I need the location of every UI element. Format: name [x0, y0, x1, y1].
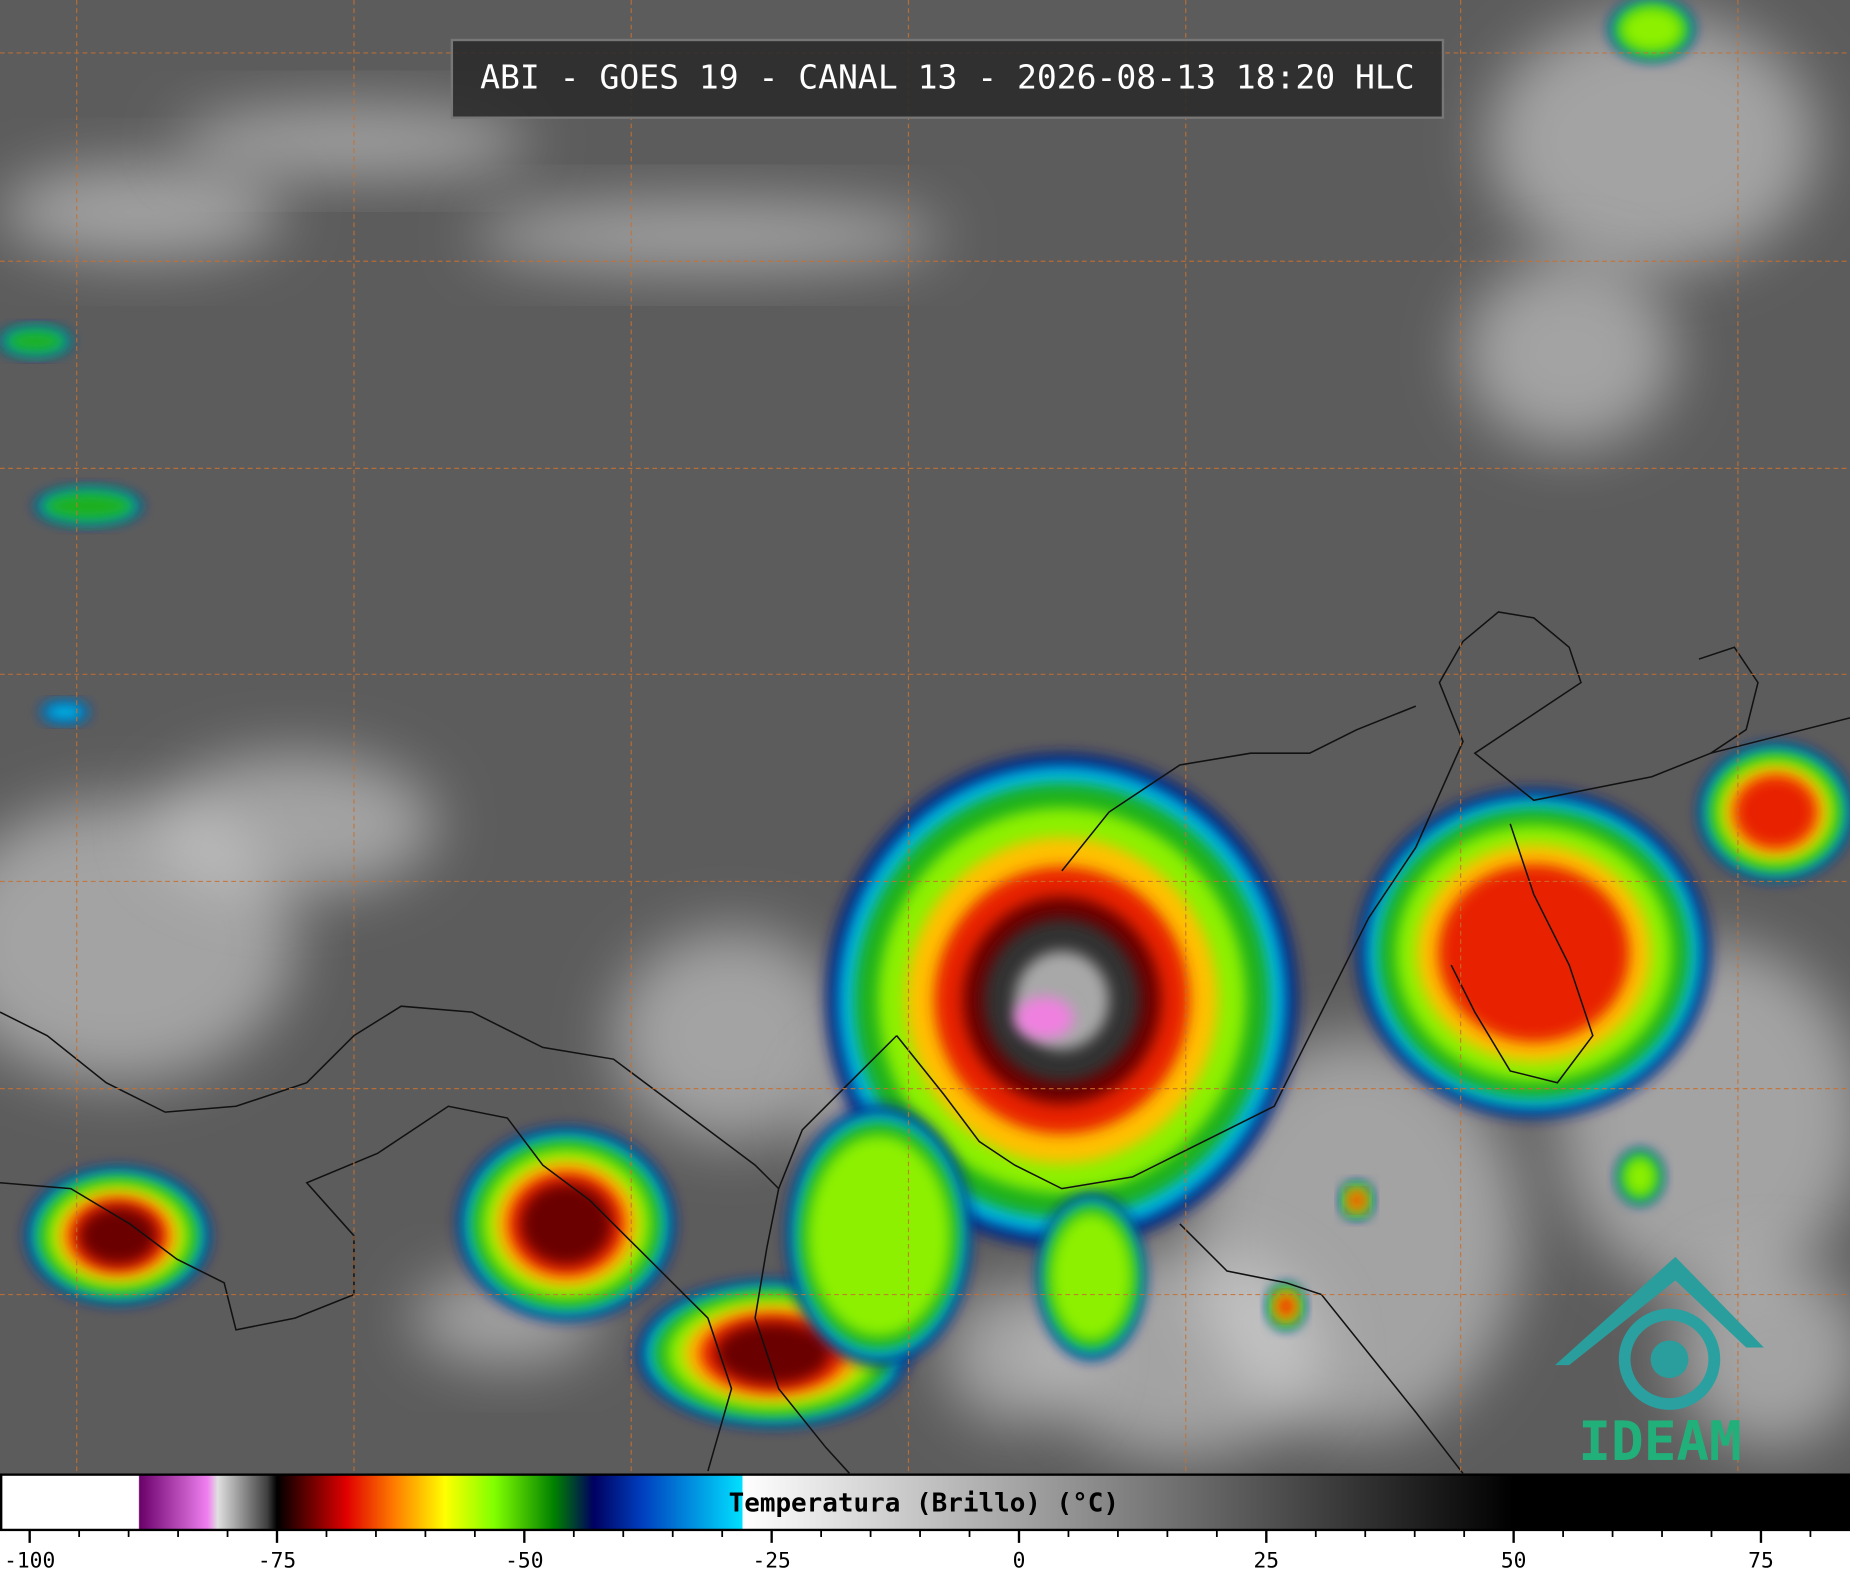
- logo-swirl: [1618, 1308, 1721, 1410]
- storm-layer: [1619, 6, 1684, 53]
- storm-layer: [4, 328, 67, 354]
- storm-layer: [1438, 864, 1630, 1043]
- logo-roof: [1555, 1256, 1764, 1366]
- cloud: [0, 164, 284, 259]
- storm-layer: [42, 701, 88, 723]
- tick-label: -75: [258, 1549, 296, 1574]
- title: ABI - GOES 19 - CANAL 13 - 2026-08-13 18…: [480, 57, 1415, 96]
- storm-layer: [1349, 1191, 1365, 1210]
- storm-layer: [715, 1322, 830, 1385]
- colorbar-label: Temperatura (Brillo) (°C): [729, 1489, 1119, 1519]
- logo-eye: [1650, 1340, 1689, 1379]
- storm-layer: [79, 1207, 157, 1265]
- storm-layer: [807, 1134, 951, 1337]
- storm-layer: [1623, 1156, 1657, 1198]
- storm-layer: [1049, 1212, 1133, 1342]
- cloud: [153, 753, 437, 895]
- tick-label: -50: [505, 1549, 543, 1574]
- tick-label: 50: [1501, 1549, 1527, 1574]
- storm-layer: [1277, 1294, 1295, 1318]
- cloud: [613, 929, 850, 1142]
- storm-core: [1014, 996, 1074, 1040]
- tick-label: 0: [1013, 1549, 1026, 1574]
- storms: [0, 0, 1850, 1427]
- tick-label: -25: [752, 1549, 790, 1574]
- colorbar: [0, 1473, 1850, 1532]
- storm-layer: [520, 1183, 612, 1265]
- tick-label: -100: [4, 1549, 55, 1574]
- cloud: [1486, 11, 1817, 271]
- cloud: [1463, 258, 1676, 448]
- colorbar-axis: -100 -75 -50 -25 0 25 50 75: [4, 1529, 1812, 1574]
- storm-layer: [41, 490, 136, 522]
- storm-layer: [1734, 775, 1818, 849]
- tick-label: 25: [1254, 1549, 1280, 1574]
- cloud: [471, 200, 944, 271]
- logo-text: IDEAM: [1578, 1410, 1741, 1473]
- title-box: [450, 38, 1445, 119]
- logo: IDEAM: [1555, 1256, 1764, 1473]
- tick-label: 75: [1748, 1549, 1774, 1574]
